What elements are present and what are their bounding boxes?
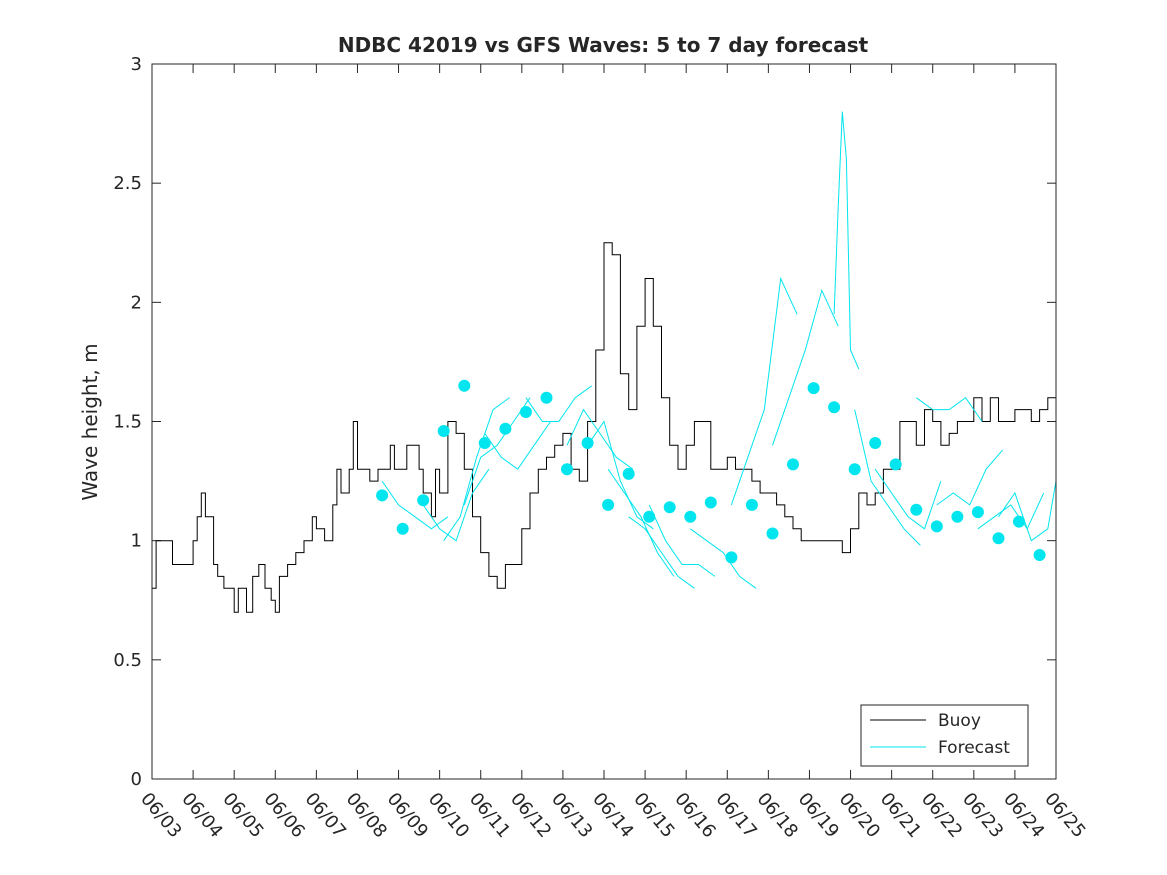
legend-label-forecast: Forecast (938, 738, 1010, 758)
forecast-line (443, 397, 510, 541)
forecast-marker (1033, 549, 1046, 561)
forecast-line (772, 288, 839, 446)
forecast-marker (519, 406, 532, 418)
chart-title: NDBC 42019 vs GFS Waves: 5 to 7 day fore… (338, 33, 869, 57)
y-tick-label: 2.5 (113, 173, 142, 194)
forecast-series (381, 111, 1057, 589)
y-tick-label: 0.5 (113, 650, 142, 671)
forecast-marker (869, 437, 882, 449)
forecast-marker (396, 522, 409, 535)
y-tick-label: 1 (131, 531, 142, 552)
forecast-marker (663, 501, 676, 514)
forecast-marker (684, 510, 697, 523)
y-tick-label: 0 (131, 769, 142, 790)
forecast-marker (540, 391, 553, 404)
forecast-marker (478, 437, 491, 449)
y-tick-label: 1.5 (113, 412, 142, 433)
forecast-line (833, 111, 860, 370)
forecast-marker (704, 496, 717, 509)
forecast-marker (417, 494, 430, 507)
forecast-marker (766, 527, 779, 540)
forecast-marker (622, 467, 635, 480)
forecast-line (874, 468, 942, 530)
forecast-marker (807, 382, 820, 395)
forecast-line (936, 449, 1003, 506)
forecast-marker (561, 463, 573, 476)
legend: Buoy Forecast (860, 704, 1029, 767)
axes-frame (151, 63, 1057, 780)
forecast-marker (971, 506, 984, 519)
forecast-line (977, 492, 1045, 530)
forecast-line (566, 408, 634, 470)
forecast-line (648, 504, 716, 577)
forecast-marker (376, 489, 389, 502)
forecast-marker (581, 437, 594, 449)
forecast-marker (437, 425, 450, 437)
legend-label-buoy: Buoy (938, 711, 981, 731)
forecast-marker (499, 422, 512, 435)
forecast-marker (745, 498, 758, 511)
forecast-marker (725, 551, 738, 564)
forecast-line (422, 468, 490, 542)
forecast-marker (828, 401, 841, 414)
forecast-marker (992, 532, 1005, 545)
legend-box (860, 704, 1029, 767)
forecast-marker (930, 520, 943, 533)
forecast-line (628, 516, 695, 589)
forecast-marker (602, 498, 615, 511)
forecast-line (916, 396, 983, 422)
forecast-marker (848, 463, 861, 476)
forecast-marker (1013, 515, 1025, 528)
forecast-line (484, 421, 552, 470)
forecast-line (607, 468, 675, 577)
forecast-line (854, 409, 921, 546)
y-tick-label: 3 (131, 54, 142, 75)
forecast-marker (889, 458, 902, 471)
forecast-marker (787, 458, 799, 471)
forecast-marker (951, 510, 964, 523)
forecast-markers (376, 379, 1046, 564)
forecast-marker (458, 379, 471, 392)
forecast-line (463, 397, 531, 506)
forecast-marker (910, 503, 923, 516)
y-axis-label: Wave height, m (78, 343, 102, 500)
forecast-line (525, 385, 592, 422)
forecast-line (690, 528, 757, 589)
forecast-line (998, 481, 1057, 542)
forecast-line (730, 276, 798, 506)
forecast-marker (643, 510, 656, 523)
y-tick-label: 2 (131, 292, 142, 313)
